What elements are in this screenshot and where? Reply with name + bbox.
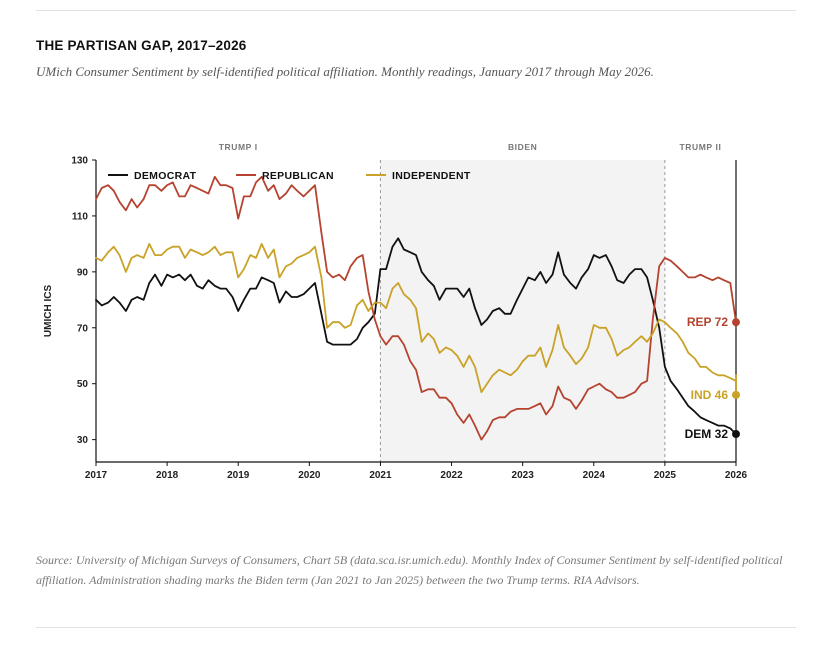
y-tick-label-90: 90 — [77, 267, 89, 278]
source-note: Source: University of Michigan Surveys o… — [36, 553, 783, 587]
y-tick-label-30: 30 — [77, 435, 89, 446]
y-tick-label-130: 130 — [71, 156, 88, 167]
x-tick-label-2018: 2018 — [156, 470, 179, 481]
legend-label-independent: INDEPENDENT — [392, 170, 471, 182]
series-line-democrat — [95, 237, 737, 435]
y-tick-label-110: 110 — [72, 211, 89, 222]
period-bands: TRUMP I BIDEN TRUMP II — [219, 142, 721, 462]
end-label-democrat: DEM 32 — [685, 427, 729, 441]
end-label-independent: IND 46 — [691, 388, 729, 402]
bottom-rule — [36, 627, 796, 628]
end-marker-republican — [732, 318, 740, 327]
x-tick-label-2026: 2026 — [725, 470, 748, 481]
axes: 30 50 70 90 110 130 2017 2018 2019 2020 2021 2022 20… — [43, 156, 748, 482]
series-line-independent — [95, 243, 737, 396]
chart-title: THE PARTISAN GAP, 2017–2026 — [36, 38, 247, 53]
x-tick-label-2024: 2024 — [583, 470, 606, 481]
legend: DEMOCRAT REPUBLICAN INDEPENDENT — [108, 170, 471, 182]
chart-subtitle: UMich Consumer Sentiment by self-identif… — [36, 64, 654, 79]
x-tick-label-2025: 2025 — [654, 470, 677, 481]
series-line-republican — [95, 175, 737, 441]
x-tick-label-2023: 2023 — [512, 470, 535, 481]
end-marker-independent — [732, 390, 740, 399]
endpoint-markers: DEM 32 REP 72 IND 46 — [685, 315, 740, 441]
x-tick-label-2020: 2020 — [298, 470, 321, 481]
legend-label-republican: REPUBLICAN — [262, 170, 334, 182]
series-lines — [95, 175, 737, 441]
period-label-trump-ii: TRUMP II — [679, 142, 721, 152]
period-shading-biden — [380, 160, 665, 462]
period-label-trump-i: TRUMP I — [219, 142, 258, 152]
end-label-republican: REP 72 — [687, 315, 728, 329]
y-tick-label-50: 50 — [77, 379, 89, 390]
y-axis-title: UMICH ICS — [43, 285, 54, 338]
top-rule — [36, 10, 796, 11]
x-tick-label-2019: 2019 — [227, 470, 250, 481]
end-marker-democrat — [732, 430, 740, 439]
period-label-biden: BIDEN — [508, 142, 537, 152]
legend-label-democrat: DEMOCRAT — [134, 170, 197, 182]
partisan-gap-chart: TRUMP I BIDEN TRUMP II 30 50 70 90 110 130 2017 2… — [43, 142, 748, 482]
x-tick-label-2022: 2022 — [440, 470, 463, 481]
y-tick-label-70: 70 — [77, 323, 89, 334]
x-tick-label-2017: 2017 — [85, 470, 108, 481]
x-tick-label-2021: 2021 — [369, 470, 392, 481]
